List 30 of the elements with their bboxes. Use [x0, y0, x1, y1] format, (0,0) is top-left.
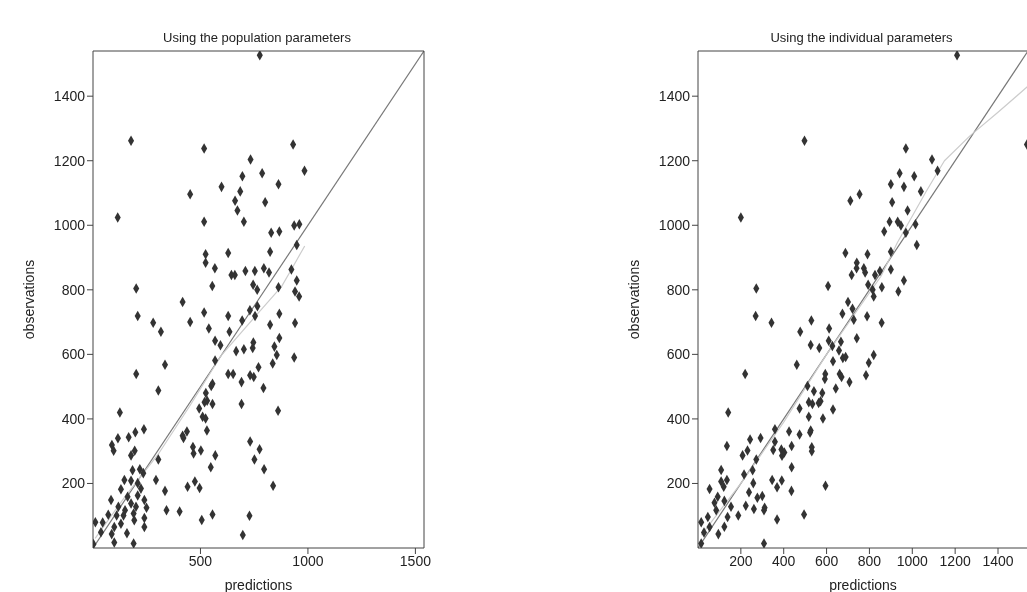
x-tick-label: 400: [772, 552, 796, 569]
x-tick-label: 600: [814, 552, 839, 569]
y-tick-label: 1000: [53, 217, 86, 234]
x-tick-label: 1000: [292, 552, 324, 569]
chart-title: Using the individual parameters: [769, 30, 954, 45]
x-tick-label: 200: [729, 552, 753, 569]
x-tick-label: 1000: [896, 552, 929, 569]
y-tick-label: 400: [61, 410, 86, 427]
x-tick-label: 1500: [399, 552, 432, 569]
y-tick-label: 1400: [53, 88, 86, 105]
y-tick-label: 1000: [658, 217, 691, 234]
x-tick-label: 800: [857, 552, 882, 569]
y-axis-title: observations: [625, 259, 642, 340]
y-tick-label: 200: [666, 475, 691, 492]
y-tick-label: 200: [61, 475, 86, 492]
x-tick-label: 1400: [982, 552, 1014, 569]
x-tick-label: 500: [188, 552, 213, 569]
y-tick-label: 600: [666, 346, 691, 363]
x-tick-label: 1200: [939, 552, 971, 569]
y-tick-label: 1200: [658, 152, 691, 169]
y-tick-label: 600: [61, 346, 86, 363]
x-axis-title: predictions: [829, 577, 897, 592]
y-tick-label: 800: [61, 281, 86, 298]
y-tick-label: 800: [666, 281, 691, 298]
y-axis-title: observations: [20, 259, 37, 340]
y-tick-label: 1200: [53, 152, 86, 169]
y-tick-label: 400: [666, 410, 691, 427]
chart-title: Using the population parameters: [162, 30, 352, 45]
y-tick-label: 1400: [658, 88, 691, 105]
x-axis-title: predictions: [224, 577, 293, 592]
